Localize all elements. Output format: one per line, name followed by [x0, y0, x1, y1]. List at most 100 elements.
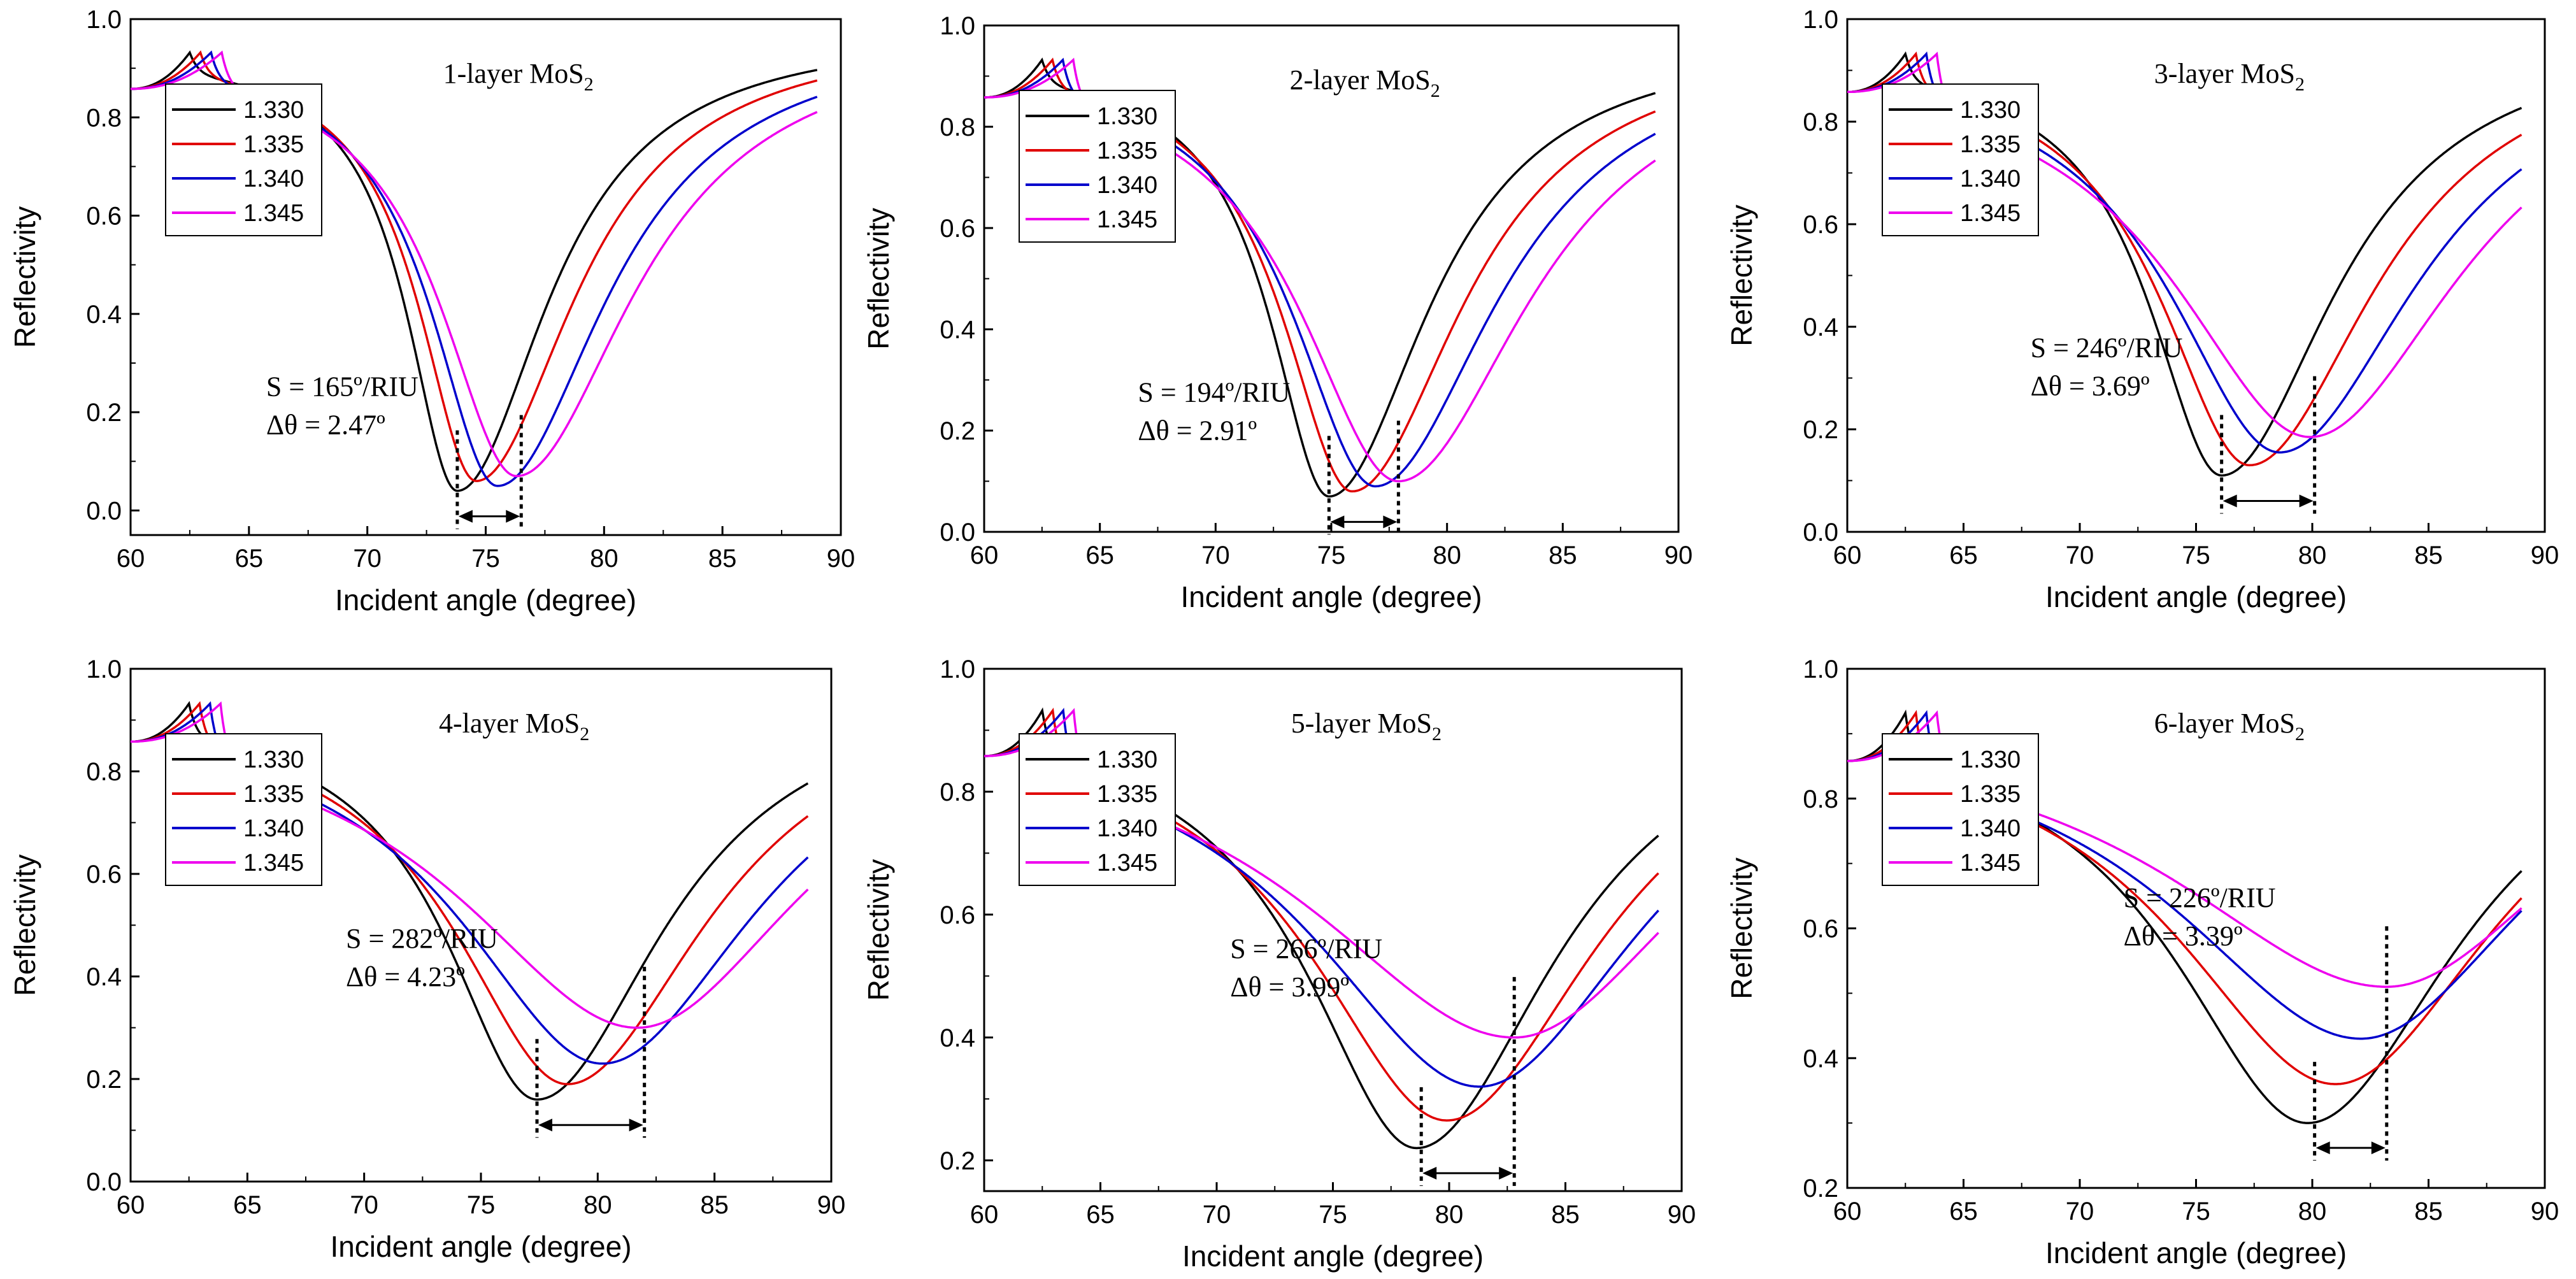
x-tick-label: 90 — [1664, 541, 1693, 569]
y-tick-label: 0.0 — [1803, 518, 1838, 547]
x-tick-label: 80 — [1435, 1201, 1464, 1229]
legend: 1.330 1.335 1.340 1.345 — [1882, 733, 2039, 886]
panel-title: 2-layer MoS2 — [1290, 64, 1440, 101]
x-tick-label: 75 — [2182, 541, 2210, 569]
y-tick-label: 0.0 — [86, 497, 122, 525]
y-tick-label: 0.8 — [1803, 785, 1838, 813]
y-tick-label: 1.0 — [1803, 655, 1838, 683]
y-axis-title: Reflectivity — [862, 208, 895, 349]
panel-title-main: 1-layer MoS — [443, 58, 584, 89]
legend-label: 1.340 — [243, 166, 304, 192]
legend: 1.330 1.335 1.340 1.345 — [165, 733, 322, 886]
legend-label: 1.340 — [1960, 166, 2021, 192]
x-tick-label: 80 — [2298, 1197, 2327, 1225]
legend-label: 1.335 — [243, 781, 304, 808]
x-tick-label: 70 — [350, 1191, 378, 1219]
x-tick-label: 85 — [700, 1191, 729, 1219]
delta-arrow-head-right — [506, 510, 520, 523]
panel-title: 4-layer MoS2 — [439, 708, 589, 745]
y-tick-label: 0.8 — [1803, 108, 1838, 136]
delta-arrow-head-right — [1499, 1166, 1513, 1180]
y-tick-label: 1.0 — [940, 12, 975, 40]
sensitivity-annotation: S = 194º/RIU — [1138, 377, 1290, 408]
y-tick-label: 1.0 — [1803, 6, 1838, 34]
x-tick-label: 65 — [233, 1191, 262, 1219]
delta-theta-annotation: Δθ = 3.39º — [2124, 920, 2243, 952]
x-tick-label: 75 — [2182, 1197, 2210, 1225]
delta-theta-annotation: Δθ = 3.69º — [2031, 371, 2150, 402]
delta-arrow-head-left — [2315, 1141, 2330, 1155]
y-tick-label: 0.6 — [86, 861, 122, 889]
legend: 1.330 1.335 1.340 1.345 — [1882, 83, 2039, 236]
x-tick-label: 85 — [1551, 1201, 1580, 1229]
y-tick-label: 0.6 — [1803, 915, 1838, 943]
delta-arrow-head-left — [538, 1118, 552, 1132]
legend-label: 1.330 — [1097, 103, 1157, 130]
x-axis-title: Incident angle (degree) — [2045, 580, 2347, 613]
y-tick-label: 1.0 — [86, 655, 122, 683]
panel-title: 3-layer MoS2 — [2154, 58, 2305, 95]
x-tick-label: 85 — [2414, 541, 2443, 569]
x-tick-label: 60 — [117, 1191, 145, 1219]
legend-label: 1.330 — [243, 97, 304, 124]
legend-label: 1.335 — [1960, 131, 2021, 158]
panel-title: 6-layer MoS2 — [2154, 708, 2305, 745]
chart-panel-6: 60 65 70 75 80 85 90 0.2 0.4 0.6 0.8 1.0 Incident an… — [1725, 655, 2559, 1269]
delta-theta-annotation: Δθ = 3.99º — [1230, 971, 1349, 1003]
x-tick-label: 65 — [1949, 1197, 1978, 1225]
legend-label: 1.335 — [1097, 138, 1157, 164]
x-tick-label: 65 — [1086, 1201, 1115, 1229]
sensitivity-annotation: S = 165º/RIU — [266, 371, 419, 403]
x-tick-label: 75 — [1319, 1201, 1347, 1229]
legend-label: 1.345 — [1097, 850, 1157, 876]
sensitivity-annotation: S = 246º/RIU — [2031, 332, 2183, 364]
x-tick-label: 75 — [1317, 541, 1346, 569]
delta-theta-annotation: Δθ = 2.91º — [1138, 415, 1257, 447]
panel-title-subscript: 2 — [1432, 724, 1442, 745]
x-tick-label: 90 — [827, 545, 855, 573]
panel-title: 5-layer MoS2 — [1291, 708, 1442, 745]
x-tick-label: 70 — [1201, 541, 1230, 569]
sensitivity-annotation: S = 266º/RIU — [1230, 933, 1382, 964]
y-tick-label: 0.8 — [940, 113, 975, 141]
x-tick-label: 85 — [1549, 541, 1577, 569]
legend-label: 1.335 — [243, 131, 304, 158]
legend-label: 1.345 — [1097, 206, 1157, 233]
x-tick-label: 80 — [2298, 541, 2327, 569]
y-tick-label: 1.0 — [940, 655, 975, 683]
y-tick-label: 0.6 — [940, 901, 975, 929]
y-tick-label: 0.8 — [940, 778, 975, 806]
y-tick-label: 0.8 — [86, 104, 122, 132]
y-tick-label: 0.4 — [1803, 313, 1838, 341]
y-tick-label: 0.4 — [1803, 1045, 1838, 1073]
delta-theta-annotation: Δθ = 4.23º — [346, 961, 465, 992]
x-tick-label: 60 — [117, 545, 145, 573]
legend-label: 1.335 — [1960, 781, 2021, 808]
chart-panel-1: 60 65 70 75 80 85 90 0.0 0.2 0.4 0.6 0.8 1.0 Incident… — [8, 6, 855, 617]
x-axis-title: Incident angle (degree) — [1180, 580, 1482, 613]
x-tick-label: 65 — [235, 545, 264, 573]
x-tick-label: 75 — [467, 1191, 496, 1219]
x-tick-label: 90 — [2531, 1197, 2559, 1225]
legend-label: 1.340 — [1097, 172, 1157, 199]
x-tick-label: 80 — [583, 1191, 612, 1219]
x-tick-label: 60 — [1833, 1197, 1862, 1225]
delta-arrow-head-right — [2299, 494, 2314, 508]
x-tick-label: 70 — [2066, 541, 2094, 569]
y-axis-title: Reflectivity — [1725, 204, 1758, 346]
panel-title-subscript: 2 — [1431, 80, 1440, 101]
x-tick-label: 70 — [1203, 1201, 1231, 1229]
panel-title-main: 4-layer MoS — [439, 708, 580, 739]
panel-title: 1-layer MoS2 — [443, 58, 594, 95]
y-axis-title: Reflectivity — [8, 206, 41, 348]
y-tick-label: 0.2 — [1803, 416, 1838, 444]
legend: 1.330 1.335 1.340 1.345 — [1019, 733, 1176, 886]
x-axis-title: Incident angle (degree) — [2045, 1236, 2347, 1269]
chart-panel-3: 60 65 70 75 80 85 90 0.0 0.2 0.4 0.6 0.8 1.0 Incident… — [1725, 6, 2559, 613]
chart-panel-2: 60 65 70 75 80 85 90 0.0 0.2 0.4 0.6 0.8 1.0 Incident… — [862, 12, 1692, 613]
y-tick-label: 0.0 — [940, 518, 975, 547]
legend-label: 1.345 — [1960, 850, 2021, 876]
legend-label: 1.345 — [243, 850, 304, 876]
x-axis-title: Incident angle (degree) — [1182, 1240, 1484, 1273]
